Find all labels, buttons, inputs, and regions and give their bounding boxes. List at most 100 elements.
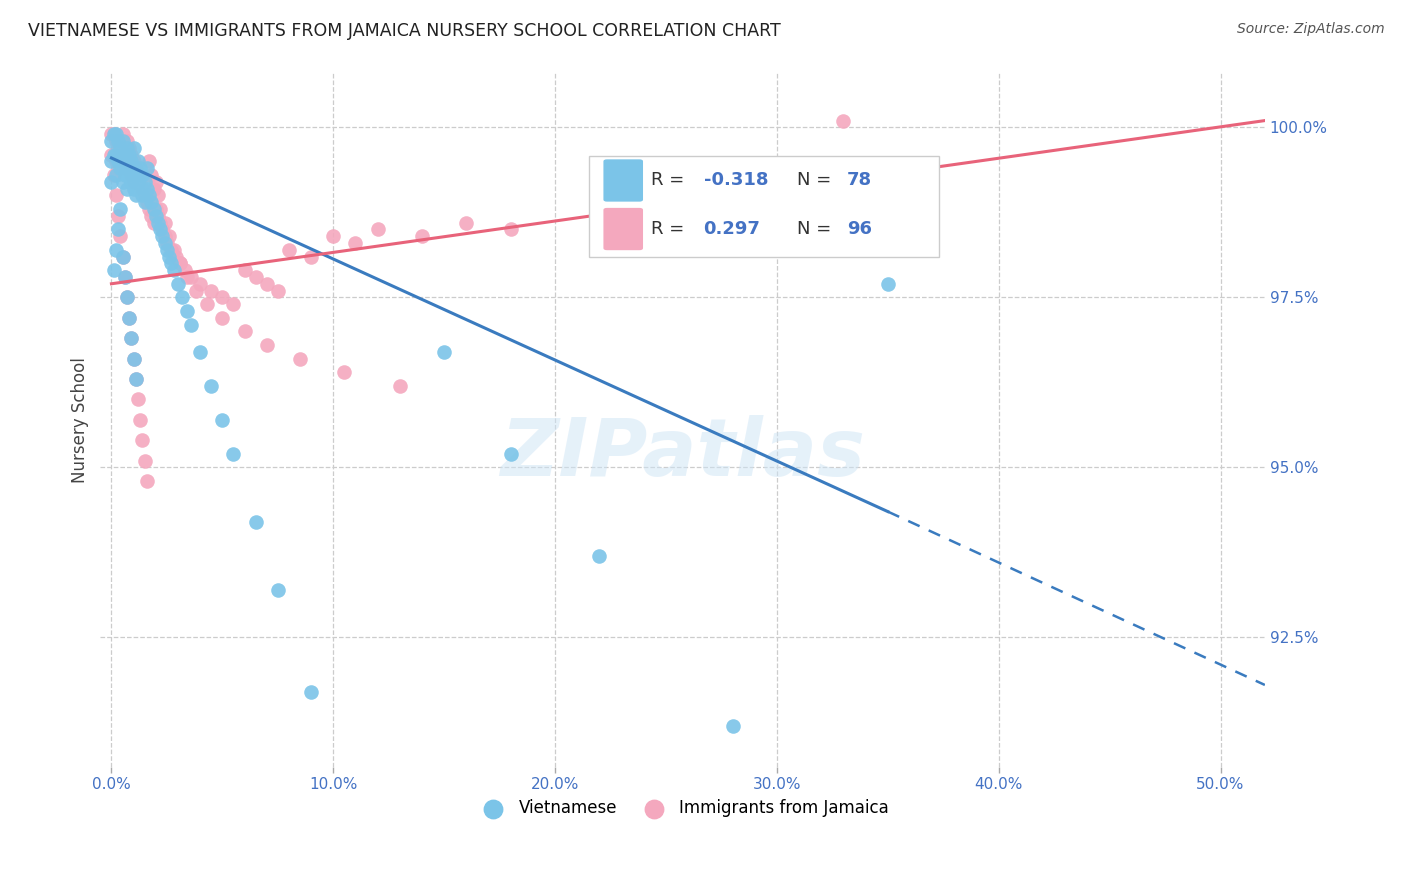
Point — [120, 147, 142, 161]
Point — [129, 413, 152, 427]
Point — [156, 235, 179, 250]
Point — [134, 453, 156, 467]
Point — [136, 181, 159, 195]
Point — [152, 222, 174, 236]
Point — [104, 188, 127, 202]
Point — [456, 216, 478, 230]
Text: VIETNAMESE VS IMMIGRANTS FROM JAMAICA NURSERY SCHOOL CORRELATION CHART: VIETNAMESE VS IMMIGRANTS FROM JAMAICA NU… — [28, 22, 780, 40]
Point — [104, 243, 127, 257]
Point — [110, 229, 132, 244]
Point — [104, 147, 127, 161]
Point — [267, 284, 290, 298]
Point — [107, 154, 129, 169]
Point — [118, 310, 141, 325]
Point — [333, 365, 356, 379]
Point — [588, 209, 610, 223]
Point — [388, 378, 411, 392]
Point — [299, 685, 322, 699]
Point — [141, 195, 163, 210]
Text: N =: N = — [797, 171, 837, 189]
Point — [222, 447, 245, 461]
Point — [233, 324, 256, 338]
Point — [122, 351, 145, 366]
Point — [122, 351, 145, 366]
Text: R =: R = — [651, 220, 696, 238]
Point — [172, 290, 194, 304]
Point — [211, 290, 233, 304]
Point — [115, 290, 138, 304]
Point — [134, 175, 156, 189]
Point — [245, 515, 267, 529]
Point — [107, 161, 129, 176]
Point — [122, 175, 145, 189]
Point — [114, 168, 136, 182]
Point — [180, 318, 202, 332]
Point — [200, 284, 222, 298]
FancyBboxPatch shape — [603, 160, 643, 202]
Point — [110, 154, 132, 169]
Point — [127, 175, 149, 189]
Point — [115, 154, 138, 169]
Point — [160, 256, 183, 270]
Point — [103, 127, 125, 141]
Point — [256, 338, 278, 352]
Text: 78: 78 — [846, 171, 872, 189]
Point — [176, 270, 198, 285]
Point — [145, 202, 167, 216]
Point — [115, 290, 138, 304]
Point — [100, 134, 122, 148]
Point — [125, 188, 148, 202]
Point — [111, 134, 134, 148]
Point — [200, 378, 222, 392]
Point — [157, 250, 180, 264]
Point — [157, 229, 180, 244]
Point — [118, 168, 141, 182]
Point — [104, 154, 127, 169]
Point — [169, 256, 191, 270]
Point — [156, 243, 179, 257]
Point — [146, 188, 169, 202]
Point — [499, 222, 522, 236]
Text: 0.297: 0.297 — [703, 220, 761, 238]
Point — [100, 127, 122, 141]
Point — [110, 161, 132, 176]
Point — [125, 372, 148, 386]
Point — [111, 250, 134, 264]
Point — [152, 229, 174, 244]
Point — [138, 188, 160, 202]
Point — [322, 229, 344, 244]
Point — [107, 141, 129, 155]
Point — [118, 161, 141, 176]
Point — [114, 161, 136, 176]
Point — [142, 216, 165, 230]
Point — [107, 134, 129, 148]
Point — [122, 141, 145, 155]
Point — [118, 310, 141, 325]
Point — [122, 181, 145, 195]
Point — [111, 127, 134, 141]
Point — [160, 243, 183, 257]
Point — [134, 195, 156, 210]
Point — [115, 181, 138, 195]
Point — [433, 344, 456, 359]
Point — [122, 154, 145, 169]
Point — [188, 277, 211, 291]
Point — [153, 235, 176, 250]
Point — [131, 181, 153, 195]
Point — [233, 263, 256, 277]
Text: ZIPatlas: ZIPatlas — [501, 416, 865, 493]
Point — [111, 250, 134, 264]
Point — [120, 331, 142, 345]
Point — [153, 229, 176, 244]
Point — [367, 222, 389, 236]
Point — [153, 216, 176, 230]
Point — [118, 141, 141, 155]
Point — [721, 195, 744, 210]
Point — [100, 154, 122, 169]
Point — [120, 168, 142, 182]
Point — [104, 127, 127, 141]
Point — [588, 549, 610, 563]
Point — [129, 161, 152, 176]
Text: -0.318: -0.318 — [703, 171, 768, 189]
Point — [118, 147, 141, 161]
